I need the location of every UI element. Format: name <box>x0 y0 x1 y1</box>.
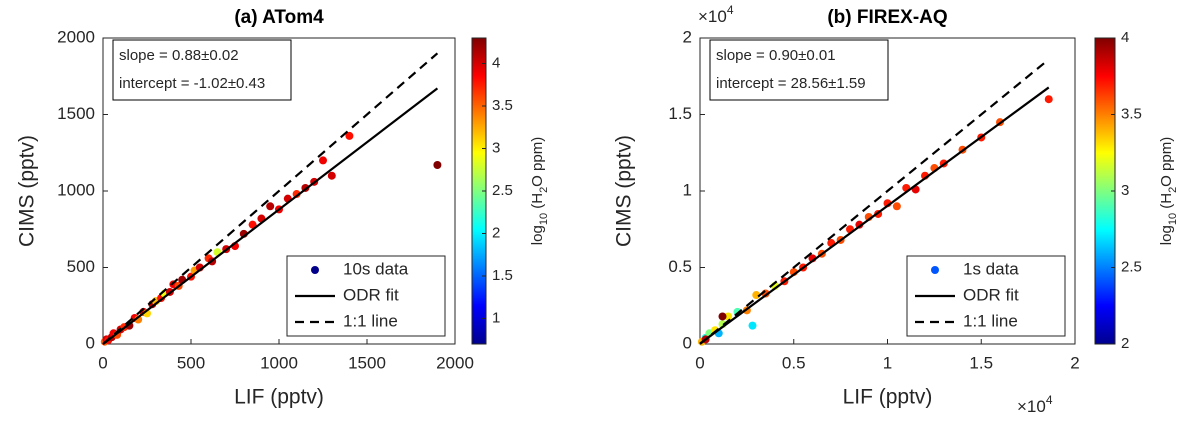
multiplier-exponent: 4 <box>727 3 734 17</box>
y-tick-label: 1500 <box>57 104 95 123</box>
axis-multiplier: ×104 <box>1017 393 1053 416</box>
colorbar-tick-label: 1 <box>492 309 500 326</box>
colorbar-label-part: 2 <box>1167 187 1179 193</box>
axis-multiplier: ×104 <box>698 3 734 26</box>
x-tick-label: 2 <box>1070 353 1079 372</box>
annotation-box <box>112 39 292 101</box>
x-tick-label: 2000 <box>436 353 474 372</box>
data-point <box>748 321 757 330</box>
data-point <box>248 220 257 229</box>
y-tick-label: 0 <box>683 333 692 352</box>
colorbar-label-part: 2 <box>538 187 550 193</box>
legend-label: 1:1 line <box>963 311 1018 330</box>
colorbar-tick-label: 1.5 <box>492 267 513 284</box>
x-axis-label: LIF (pptv) <box>843 386 933 409</box>
y-tick-label: 1.5 <box>668 104 692 123</box>
colorbar-tick-label: 2 <box>1121 335 1129 352</box>
legend-marker <box>311 266 319 274</box>
colorbar-tick-label: 4 <box>1121 29 1129 46</box>
x-tick-label: 0 <box>98 353 107 372</box>
colorbar-label-part: log <box>529 225 546 245</box>
y-tick-label: 1 <box>683 180 692 199</box>
chart-title: (b) FIREX-AQ <box>827 7 947 28</box>
data-point <box>752 291 761 300</box>
colorbar-tick-label: 4 <box>492 54 500 71</box>
data-point <box>1044 95 1053 104</box>
data-point <box>327 171 336 180</box>
data-point <box>345 131 354 140</box>
x-tick-label: 1500 <box>348 353 386 372</box>
colorbar-label-part: O ppm) <box>1158 137 1175 187</box>
multiplier-exponent: 4 <box>1046 393 1053 407</box>
y-tick-label: 2 <box>683 27 692 46</box>
legend-label: ODR fit <box>963 285 1019 304</box>
legend-label: ODR fit <box>343 285 399 304</box>
y-tick-label: 2000 <box>57 27 95 46</box>
colorbar-tick-label: 3.5 <box>492 97 513 114</box>
x-tick-label: 1 <box>883 353 892 372</box>
data-point <box>292 190 301 199</box>
x-tick-label: 0 <box>695 353 704 372</box>
colorbar-label-part: (H <box>1158 193 1175 213</box>
annotation: slope = 0.88±0.02 <box>119 47 239 64</box>
legend-label: 10s data <box>343 259 409 278</box>
data-point <box>724 312 733 321</box>
data-point <box>319 156 327 165</box>
colorbar-tick-label: 2.5 <box>1121 258 1142 275</box>
colorbar-label-part: O ppm) <box>529 137 546 187</box>
colorbar-tick-label: 3 <box>492 139 500 156</box>
colorbar-label: log10 (H2O ppm) <box>1158 137 1179 245</box>
multiplier-base: ×10 <box>1017 397 1046 416</box>
colorbar-label-part: (H <box>529 193 546 213</box>
colorbar-label-part: 10 <box>1167 213 1179 225</box>
annotation: intercept = -1.02±0.43 <box>119 75 265 92</box>
annotation: slope = 0.90±0.01 <box>716 47 836 64</box>
y-axis-label: CIMS (pptv) <box>613 135 636 247</box>
colorbar-tick-label: 3 <box>1121 182 1129 199</box>
colorbar-tick-label: 2.5 <box>492 182 513 199</box>
legend-marker <box>931 266 939 274</box>
data-point <box>892 202 901 211</box>
y-tick-label: 1000 <box>57 180 95 199</box>
data-point <box>718 312 727 321</box>
colorbar-label: log10 (H2O ppm) <box>529 137 550 245</box>
colorbar-tick-label: 3.5 <box>1121 105 1142 122</box>
y-tick-label: 0 <box>86 333 95 352</box>
line <box>699 86 1050 345</box>
multiplier-base: ×10 <box>698 7 727 26</box>
x-tick-label: 0.5 <box>782 353 806 372</box>
line <box>102 87 439 346</box>
legend-label: 1:1 line <box>343 311 398 330</box>
data-point <box>433 160 442 169</box>
annotation-box <box>709 39 889 101</box>
legend-label: 1s data <box>963 259 1019 278</box>
x-axis-label: LIF (pptv) <box>234 386 324 409</box>
y-axis-label: CIMS (pptv) <box>16 135 39 247</box>
x-tick-label: 1000 <box>260 353 298 372</box>
x-tick-label: 500 <box>177 353 205 372</box>
colorbar-label-part: log <box>1158 225 1175 245</box>
x-tick-label: 1.5 <box>969 353 993 372</box>
chart-title: (a) ATom4 <box>234 7 324 28</box>
y-tick-label: 500 <box>67 257 95 276</box>
data-point <box>266 202 275 211</box>
colorbar-label-part: 10 <box>538 213 550 225</box>
colorbar-tick-label: 2 <box>492 224 500 241</box>
y-tick-label: 0.5 <box>668 257 692 276</box>
annotation: intercept = 28.56±1.59 <box>716 75 866 92</box>
